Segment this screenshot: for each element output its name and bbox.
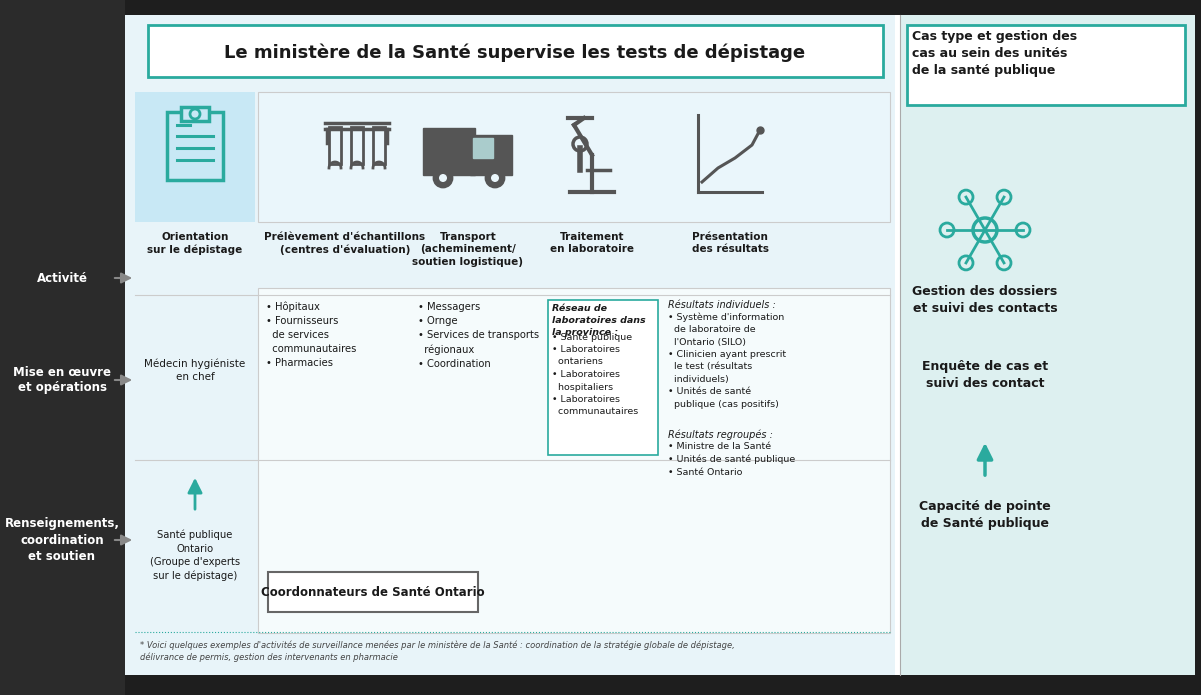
- Text: Orientation
sur le dépistage: Orientation sur le dépistage: [148, 232, 243, 255]
- Bar: [135, 92, 255, 222]
- Text: Santé publique
Ontario
(Groupe d'experts
sur le dépistage): Santé publique Ontario (Groupe d'experts…: [150, 530, 240, 581]
- Text: Activité: Activité: [36, 272, 88, 284]
- Circle shape: [440, 174, 447, 182]
- Text: • Ministre de la Santé
• Unités de santé publique
• Santé Ontario: • Ministre de la Santé • Unités de santé…: [668, 442, 795, 477]
- Bar: [473, 138, 492, 158]
- Bar: [548, 300, 658, 455]
- Text: • Hôpitaux
• Fournisseurs
  de services
  communautaires
• Pharmacies: • Hôpitaux • Fournisseurs de services co…: [265, 302, 357, 368]
- Text: • Messagers
• Ornge
• Services de transports
  régionaux
• Coordination: • Messagers • Ornge • Services de transp…: [418, 302, 539, 369]
- Bar: [351, 127, 363, 164]
- Text: Cas type et gestion des
cas au sein des unités
de la santé publique: Cas type et gestion des cas au sein des …: [912, 30, 1077, 77]
- Text: Mise en œuvre
et opérations: Mise en œuvre et opérations: [13, 366, 110, 395]
- Text: * Voici quelques exemples d'activités de surveillance menées par le ministère de: * Voici quelques exemples d'activités de…: [141, 640, 735, 662]
- Text: • Système d'information
  de laboratoire de
  l'Ontario (SILO)
• Clinicien ayant: • Système d'information de laboratoire d…: [668, 312, 787, 409]
- Circle shape: [491, 174, 498, 182]
- Text: Enquête de cas et
suivi des contact: Enquête de cas et suivi des contact: [922, 360, 1048, 390]
- Bar: [907, 25, 1185, 105]
- Text: Présentation
des résultats: Présentation des résultats: [692, 232, 769, 254]
- Text: • Santé publique
• Laboratoires
  ontariens
• Laboratoires
  hospitaliers
• Labo: • Santé publique • Laboratoires ontarien…: [552, 332, 638, 416]
- Text: Résultats regroupés :: Résultats regroupés :: [668, 430, 773, 441]
- Bar: [470, 135, 512, 175]
- Bar: [148, 25, 883, 77]
- Bar: [0, 0, 125, 695]
- Bar: [125, 15, 1010, 675]
- Bar: [900, 15, 1195, 675]
- Text: Gestion des dossiers
et suivi des contacts: Gestion des dossiers et suivi des contac…: [913, 285, 1058, 315]
- Bar: [258, 92, 890, 222]
- Text: Le ministère de la Santé supervise les tests de dépistage: Le ministère de la Santé supervise les t…: [225, 44, 806, 63]
- Circle shape: [486, 169, 504, 187]
- Text: Capacité de pointe
de Santé publique: Capacité de pointe de Santé publique: [919, 500, 1051, 530]
- Text: Réseau de
laboratoires dans
la province :: Réseau de laboratoires dans la province …: [552, 304, 646, 336]
- Bar: [125, 15, 895, 675]
- Bar: [167, 112, 223, 180]
- Text: Coordonnateurs de Santé Ontario: Coordonnateurs de Santé Ontario: [261, 585, 485, 598]
- Bar: [258, 288, 890, 633]
- Text: Résultats individuels :: Résultats individuels :: [668, 300, 776, 310]
- Bar: [374, 127, 386, 164]
- Text: Médecin hygiéniste
en chef: Médecin hygiéniste en chef: [144, 358, 246, 382]
- Circle shape: [434, 169, 452, 187]
- Text: Traitement
en laboratoire: Traitement en laboratoire: [550, 232, 634, 254]
- Bar: [181, 107, 209, 121]
- Text: Transport
(acheminement/
soutien logistique): Transport (acheminement/ soutien logisti…: [412, 232, 524, 267]
- Text: Prélèvement d'échantillons
(centres d'évaluation): Prélèvement d'échantillons (centres d'év…: [264, 232, 425, 255]
- Text: Renseignements,
coordination
et soutien: Renseignements, coordination et soutien: [5, 518, 120, 562]
- Bar: [329, 127, 341, 164]
- Bar: [268, 572, 478, 612]
- Circle shape: [190, 109, 201, 119]
- Bar: [423, 128, 476, 175]
